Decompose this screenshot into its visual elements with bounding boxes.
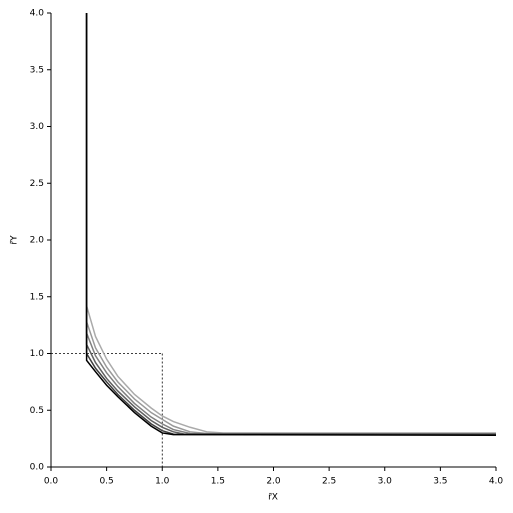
- y-tick-label: 1.5: [30, 292, 44, 302]
- y-tick-label: 0.0: [30, 463, 45, 473]
- x-tick-label: 0.5: [99, 477, 113, 487]
- y-tick-label: 0.5: [30, 406, 44, 416]
- y-axis-label: r̄Y: [10, 235, 20, 245]
- x-tick-label: 3.5: [433, 477, 447, 487]
- curve: [85, 13, 496, 434]
- curve: [85, 13, 497, 435]
- y-tick-label: 3.0: [30, 122, 45, 132]
- curve: [85, 13, 497, 436]
- x-tick-label: 4.0: [489, 477, 504, 487]
- y-tick-label: 2.5: [30, 179, 44, 189]
- x-tick-label: 0.0: [44, 477, 59, 487]
- x-tick-label: 1.0: [155, 477, 170, 487]
- y-tick-label: 1.0: [30, 349, 45, 359]
- x-tick-label: 3.0: [378, 477, 393, 487]
- curve: [85, 13, 497, 436]
- curve: [85, 13, 496, 435]
- x-axis-label: r̄X: [268, 493, 278, 503]
- x-tick-label: 2.0: [266, 477, 281, 487]
- x-tick-label: 1.5: [211, 477, 225, 487]
- curve: [85, 13, 496, 435]
- y-tick-label: 3.5: [30, 65, 44, 75]
- x-tick-label: 2.5: [322, 477, 336, 487]
- y-tick-label: 4.0: [30, 9, 45, 19]
- y-tick-label: 2.0: [30, 236, 45, 246]
